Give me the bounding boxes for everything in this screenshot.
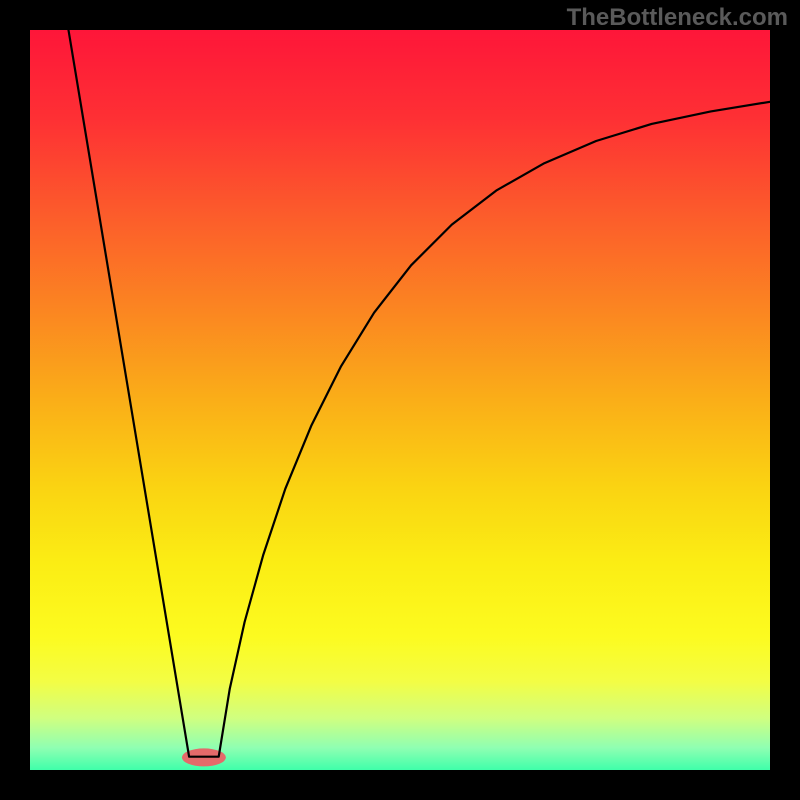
- watermark-text: TheBottleneck.com: [567, 4, 788, 32]
- chart-container: TheBottleneck.com: [0, 0, 800, 800]
- plot-area: [30, 30, 770, 770]
- bottleneck-chart: [0, 0, 800, 800]
